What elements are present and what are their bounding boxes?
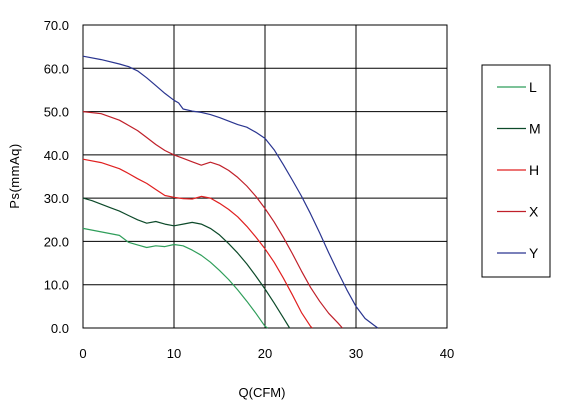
x-tick-label: 10 xyxy=(167,346,181,361)
legend-label-l: L xyxy=(529,79,537,95)
y-tick-label: 40.0 xyxy=(44,148,69,163)
legend-box xyxy=(481,64,551,278)
series-line-l xyxy=(82,227,269,329)
y-axis-title: Ps(mmAq) xyxy=(7,143,22,208)
series-line-m xyxy=(82,197,291,329)
y-tick-label: 30.0 xyxy=(44,191,69,206)
x-axis-title: Q(CFM) xyxy=(239,385,286,400)
x-tick-label: 20 xyxy=(258,346,272,361)
plot-frame xyxy=(82,24,448,329)
y-tick-label: 0.0 xyxy=(51,321,69,336)
y-tick-label: 50.0 xyxy=(44,105,69,120)
series-line-h xyxy=(82,158,313,329)
x-axis-ticks: 0 10 20 30 40 xyxy=(79,346,454,361)
x-tick-label: 0 xyxy=(79,346,86,361)
series-group xyxy=(82,55,379,329)
y-tick-label: 20.0 xyxy=(44,234,69,249)
legend-label-x: X xyxy=(529,204,539,220)
legend-label-y: Y xyxy=(529,245,539,261)
series-line-x xyxy=(82,111,343,329)
x-tick-label: 40 xyxy=(440,346,454,361)
y-tick-label: 10.0 xyxy=(44,278,69,293)
y-tick-label: 60.0 xyxy=(44,61,69,76)
legend-label-h: H xyxy=(529,162,539,178)
y-tick-label: 70.0 xyxy=(44,18,69,33)
legend-label-m: M xyxy=(529,121,541,137)
y-axis-ticks: 0.0 10.0 20.0 30.0 40.0 50.0 60.0 70.0 xyxy=(44,18,69,336)
x-tick-label: 30 xyxy=(349,346,363,361)
legend: L M H X Y xyxy=(481,64,551,278)
series-line-y xyxy=(82,55,379,329)
